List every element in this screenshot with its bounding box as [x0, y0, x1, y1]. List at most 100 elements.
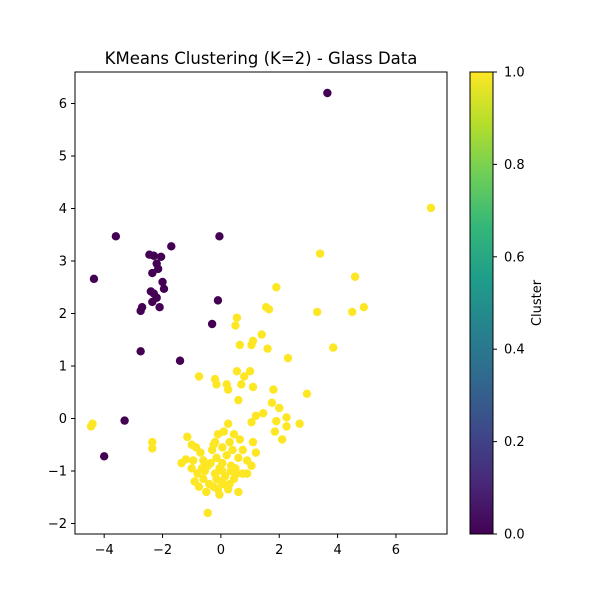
colorbar-tick-label: 0.4: [504, 343, 525, 358]
point-cluster-0-22: [136, 347, 145, 356]
point-cluster-1-32: [275, 403, 284, 413]
point-cluster-1-66: [218, 458, 227, 468]
y-tick-label: −2: [48, 517, 67, 532]
colorbar-tick-label: 0.8: [504, 158, 525, 173]
point-cluster-0-6: [156, 252, 166, 261]
y-tick-label: 6: [59, 97, 67, 112]
point-cluster-0-5: [149, 251, 158, 260]
x-tick-label: −4: [95, 543, 114, 558]
point-cluster-0-12: [159, 284, 169, 294]
point-cluster-1-83: [234, 487, 243, 497]
point-cluster-1-34: [251, 411, 261, 421]
point-cluster-0-16: [148, 297, 157, 307]
point-cluster-1-102: [209, 440, 218, 449]
point-cluster-1-35: [282, 413, 291, 422]
point-cluster-1-94: [212, 474, 221, 484]
y-tick-label: 1: [59, 360, 67, 375]
point-cluster-1-7: [312, 307, 322, 317]
point-cluster-1-54: [148, 444, 157, 453]
point-cluster-1-96: [226, 461, 236, 470]
point-cluster-0-3: [89, 274, 99, 284]
colorbar: [469, 71, 494, 535]
x-tick-label: −2: [153, 543, 172, 558]
point-cluster-1-36: [247, 417, 256, 427]
point-cluster-1-71: [238, 445, 247, 455]
point-cluster-1-104: [215, 490, 224, 499]
point-cluster-0-2: [215, 232, 224, 241]
colorbar-label: Cluster: [530, 279, 545, 326]
point-cluster-1-18: [232, 367, 242, 376]
point-cluster-1-8: [347, 307, 357, 317]
colorbar-ticks: 0.0 0.2 0.4 0.6 0.8 1.0: [493, 66, 525, 543]
x-axis: −4 −2 0 2 4 6: [95, 534, 400, 558]
point-cluster-1-87: [202, 487, 211, 497]
point-cluster-1-42: [229, 430, 239, 439]
point-cluster-1-97: [232, 469, 242, 478]
point-cluster-1-67: [222, 451, 231, 460]
point-cluster-1-25: [223, 385, 233, 394]
x-tick-label: 4: [333, 543, 341, 558]
point-cluster-1-0: [426, 203, 436, 213]
plot-frame: [74, 71, 448, 535]
point-cluster-0-10: [148, 268, 157, 278]
point-cluster-1-50: [282, 422, 291, 431]
point-cluster-0-7: [167, 242, 176, 251]
x-tick-label: 6: [392, 543, 400, 558]
point-cluster-1-64: [212, 453, 221, 463]
x-tick-label: 2: [275, 543, 283, 558]
point-cluster-1-101: [188, 456, 198, 465]
point-cluster-1-86: [194, 482, 204, 491]
point-cluster-1-6: [264, 305, 274, 314]
point-cluster-0-19: [155, 303, 164, 312]
point-cluster-1-48: [270, 427, 280, 436]
point-cluster-1-10: [231, 321, 240, 330]
point-cluster-1-57: [181, 455, 191, 464]
point-cluster-1-33: [258, 409, 268, 418]
chart-title: KMeans Clustering (K=2) - Glass Data: [105, 49, 418, 68]
colorbar-tick-label: 0.2: [504, 435, 525, 450]
point-cluster-1-29: [302, 389, 312, 399]
point-cluster-1-91: [223, 485, 233, 494]
point-cluster-1-16: [329, 343, 338, 352]
point-cluster-1-17: [283, 353, 293, 363]
point-cluster-1-49: [277, 435, 287, 444]
point-cluster-1-11: [257, 330, 266, 339]
point-cluster-1-19: [240, 372, 249, 381]
point-cluster-0-24: [120, 416, 129, 425]
point-cluster-1-9: [232, 313, 242, 322]
colorbar-tick-label: 0.0: [504, 528, 525, 543]
point-cluster-1-74: [251, 448, 261, 457]
point-cluster-1-73: [247, 461, 256, 470]
point-cluster-1-100: [197, 464, 207, 473]
point-cluster-1-4: [359, 303, 369, 312]
point-cluster-1-3: [272, 283, 281, 292]
point-cluster-1-15: [263, 344, 272, 353]
y-axis: −2 −1 0 1 2 3 4 5 6: [48, 97, 75, 532]
colorbar-tick-label: 1.0: [504, 66, 525, 81]
y-tick-label: 0: [59, 412, 67, 427]
point-cluster-1-93: [206, 458, 215, 468]
point-cluster-0-1: [111, 232, 121, 241]
point-cluster-1-41: [219, 427, 228, 436]
point-cluster-0-18: [136, 306, 145, 316]
point-cluster-1-14: [248, 336, 258, 345]
point-cluster-1-38: [295, 419, 304, 428]
point-cluster-1-47: [248, 437, 258, 447]
point-cluster-1-31: [267, 398, 277, 407]
y-tick-label: 4: [59, 202, 67, 217]
point-cluster-1-99: [187, 440, 196, 449]
point-cluster-1-76: [199, 474, 208, 484]
y-tick-label: 5: [59, 150, 67, 165]
point-cluster-1-39: [223, 419, 233, 428]
point-cluster-1-1: [315, 249, 325, 258]
point-cluster-1-30: [234, 395, 243, 405]
y-tick-label: 3: [59, 255, 67, 270]
point-cluster-1-44: [225, 437, 234, 447]
point-cluster-0-0: [323, 88, 332, 98]
point-cluster-1-103: [242, 469, 252, 478]
point-cluster-1-105: [228, 445, 237, 455]
point-cluster-1-26: [237, 380, 246, 389]
point-cluster-1-95: [218, 466, 227, 476]
y-tick-label: −1: [48, 465, 67, 480]
